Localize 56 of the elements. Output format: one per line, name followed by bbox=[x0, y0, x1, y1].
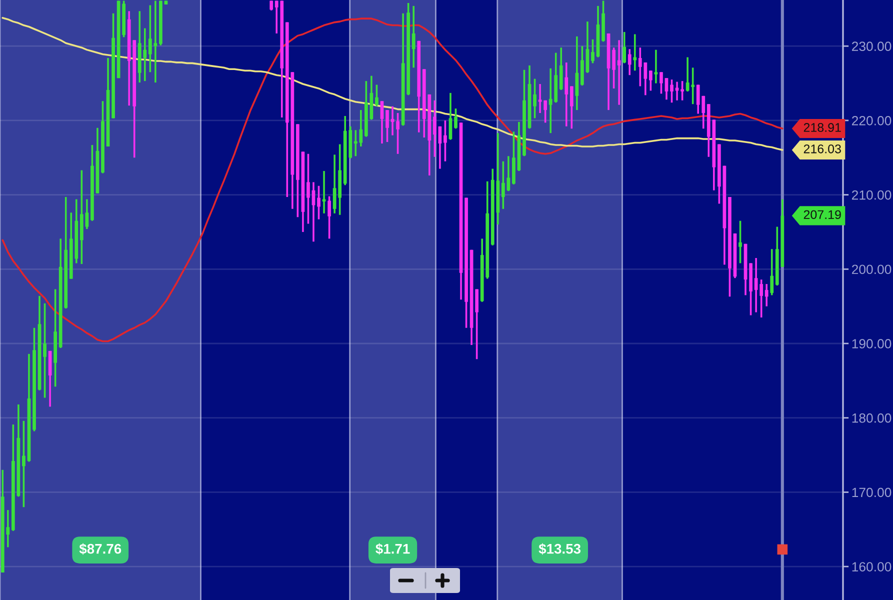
data-label: 218.91 bbox=[804, 123, 841, 132]
candlestick bbox=[570, 85, 574, 130]
y-tick-label: 190.00 bbox=[852, 339, 892, 348]
candlestick bbox=[622, 31, 626, 64]
y-tick-label: 200.00 bbox=[852, 264, 892, 274]
line-series bbox=[2, 16, 784, 151]
y-tick-label: 210.00 bbox=[852, 190, 892, 200]
annotation: $1.71 bbox=[376, 543, 410, 555]
y-tick-label: 170.00 bbox=[852, 488, 892, 498]
candlestick bbox=[444, 120, 447, 162]
candlestick bbox=[533, 78, 536, 120]
candlestick bbox=[448, 92, 452, 141]
candlestick bbox=[432, 99, 436, 158]
candlestick bbox=[22, 420, 26, 508]
candlestick bbox=[649, 70, 652, 92]
candlestick bbox=[664, 77, 668, 101]
candlestick bbox=[559, 46, 563, 91]
candlestick bbox=[386, 109, 389, 143]
y-tick-label: 180.00 bbox=[852, 413, 892, 423]
candlestick bbox=[306, 153, 310, 225]
candlestick bbox=[738, 220, 742, 264]
candlestick bbox=[396, 112, 400, 155]
candlestick bbox=[375, 84, 378, 108]
candlestick bbox=[628, 48, 632, 76]
y-tick-label: 220.00 bbox=[852, 116, 892, 126]
candlestick bbox=[270, 0, 274, 12]
candlestick bbox=[617, 39, 621, 106]
candlestick bbox=[538, 83, 542, 114]
candlestick bbox=[675, 80, 679, 102]
data-label: 216.03 bbox=[804, 144, 841, 154]
candlestick bbox=[454, 108, 458, 130]
y-tick-label: 230.00 bbox=[852, 42, 892, 52]
candlestick bbox=[575, 36, 579, 111]
y-tick-label: 160.00 bbox=[852, 562, 892, 572]
candlestick bbox=[770, 248, 774, 296]
candlestick bbox=[544, 99, 547, 124]
candlestick bbox=[390, 105, 394, 136]
candlestick bbox=[43, 302, 46, 399]
candlestick bbox=[654, 48, 658, 84]
candlestick bbox=[670, 78, 674, 104]
candlestick bbox=[680, 80, 684, 102]
annotation: $87.76 bbox=[79, 543, 122, 555]
candlestick bbox=[660, 71, 663, 95]
candlestick bbox=[591, 38, 594, 64]
line-series bbox=[2, 18, 784, 342]
text: 207.19 bbox=[804, 210, 841, 220]
candlestick bbox=[475, 288, 479, 360]
annotation: $13.53 bbox=[538, 543, 581, 555]
candlestick bbox=[564, 62, 568, 128]
candlestick bbox=[612, 46, 616, 90]
candlestick bbox=[764, 283, 768, 308]
candlestick bbox=[328, 195, 331, 240]
candlestick bbox=[633, 33, 637, 72]
candlestick bbox=[380, 100, 384, 144]
candlestick bbox=[317, 184, 320, 220]
candlestick bbox=[412, 5, 416, 69]
